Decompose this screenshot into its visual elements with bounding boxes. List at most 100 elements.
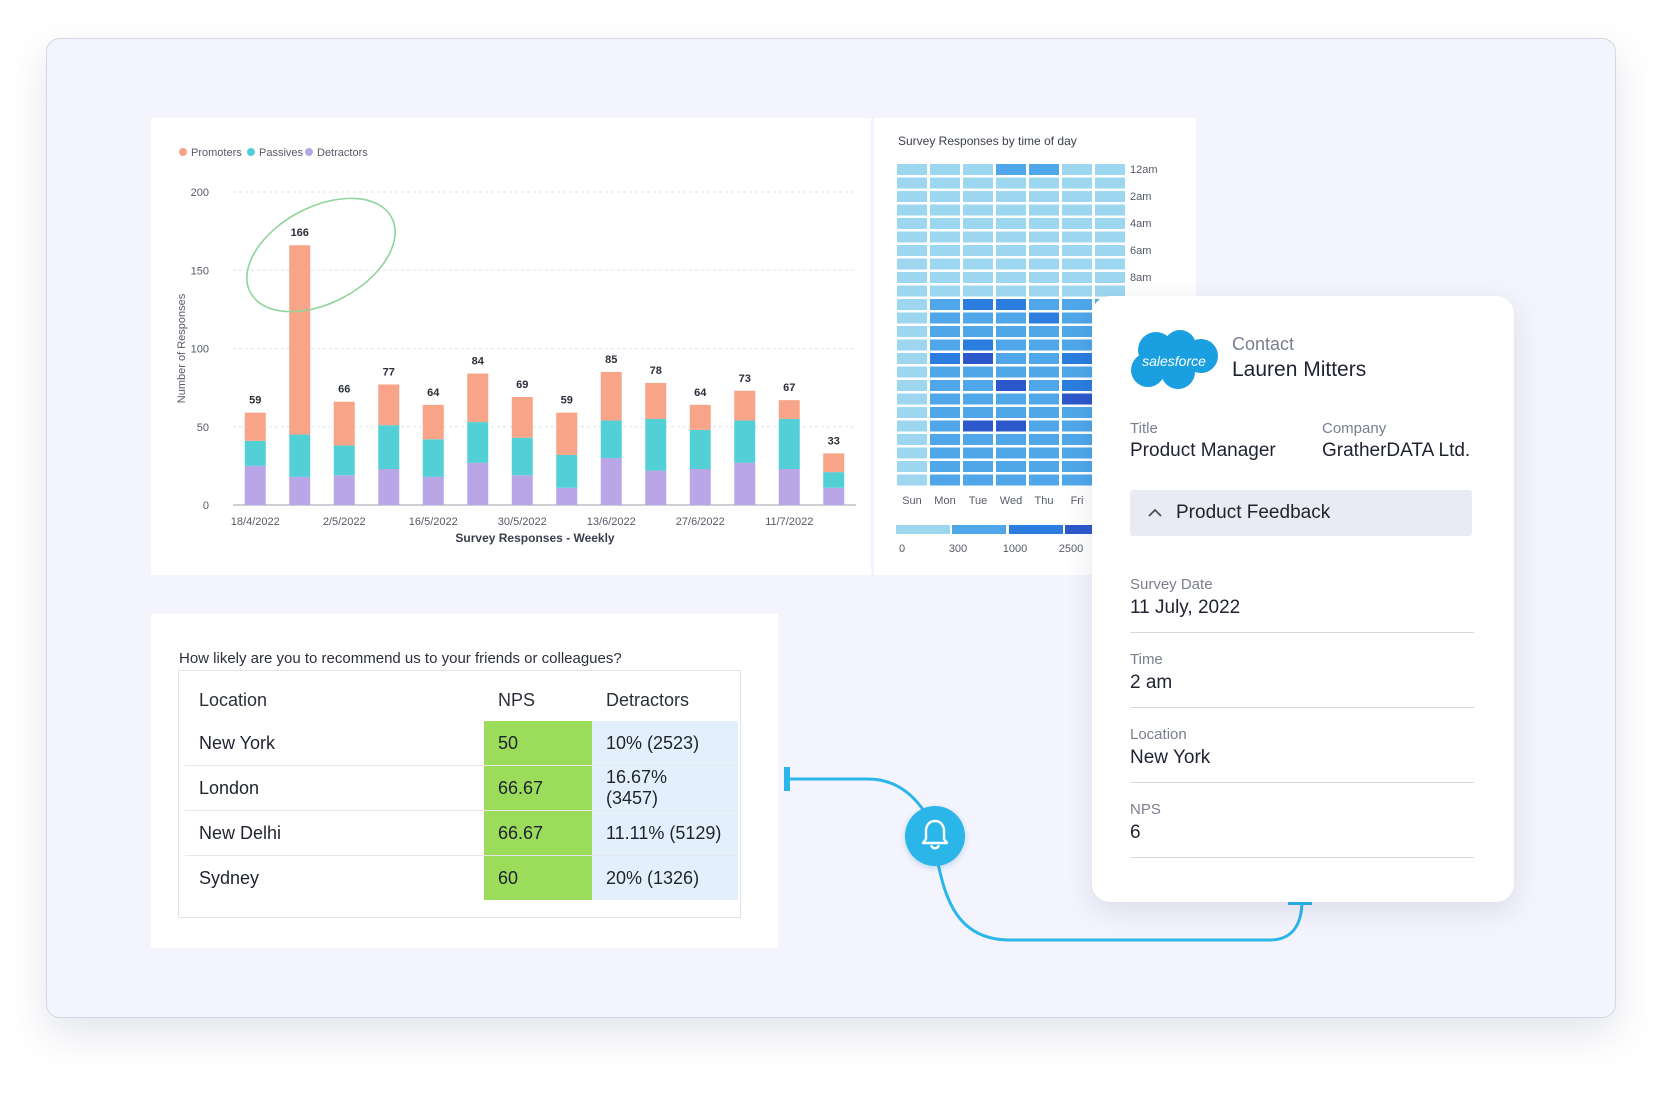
bar-segment-passives [689,429,711,470]
heatmap-cell [996,299,1026,310]
heatmap-legend-label: 0 [899,543,905,555]
bar-segment-detractors [823,487,845,505]
title-label: Title [1130,420,1158,437]
heatmap-cell [930,420,960,432]
bar-segment-promoters [244,412,266,441]
heatmap-legend-swatch [896,525,950,534]
field-divider [1130,632,1474,633]
heatmap-cell [963,339,993,351]
heatmap-cell [1029,218,1059,229]
heatmap-cell [996,258,1026,270]
y-tick-label: 100 [191,344,209,356]
field-divider [1130,857,1474,858]
heatmap-cell [897,231,927,243]
salesforce-logo: salesforce [1131,330,1218,389]
bar-segment-promoters [467,373,489,423]
bar-total-label: 59 [561,395,573,407]
heatmap-cell [996,339,1026,351]
heatmap-cell [963,245,993,256]
location-cell: Sydney [185,855,484,900]
heatmap-cell [930,326,960,337]
heatmap-cell [1029,474,1059,486]
heatmap-row-label: 4am [1130,218,1151,230]
table-row[interactable]: New York 50 10% (2523) [185,721,738,766]
y-axis-label: Number of Responses [176,293,188,403]
heatmap-cell [1029,434,1059,445]
product-feedback-toggle[interactable]: Product Feedback [1130,490,1472,536]
bar-segment-passives [600,420,622,459]
bar-segment-promoters [289,245,311,435]
header-nps[interactable]: NPS [498,689,536,710]
heatmap-cell [996,380,1026,391]
heatmap-cell [1029,339,1059,351]
heatmap-cell [1062,285,1092,297]
y-tick-label: 200 [191,187,209,199]
heatmap-cell [897,218,927,229]
nps-table: Location NPS Detractors New York 50 10% … [185,679,738,900]
heatmap-cell [897,245,927,256]
bar-total-label: 84 [472,356,485,368]
heatmap-cell [1062,204,1092,216]
heatmap-cell [897,191,927,202]
contact-name[interactable]: Lauren Mitters [1232,358,1367,381]
notification-bell-button[interactable] [905,806,965,866]
legend-swatch-promoters [179,148,187,156]
x-axis-label: Survey Responses - Weekly [455,531,615,545]
bell-icon [921,819,949,850]
heatmap-cell [1095,285,1125,297]
heatmap-cell [1062,177,1092,189]
heatmap-cell [996,461,1026,472]
bar-segment-detractors [600,458,622,505]
heatmap-cell [930,434,960,445]
heatmap-cell [930,272,960,283]
chevron-up-icon [1148,508,1162,517]
bar-segment-promoters [734,390,756,421]
heatmap-legend-label: 1000 [1003,543,1027,555]
header-location[interactable]: Location [199,689,268,710]
bar-segment-detractors [556,487,578,505]
table-row[interactable]: London 66.67 16.67% (3457) [185,765,738,811]
heatmap-cell [1029,447,1059,459]
table-row[interactable]: Sydney 60 20% (1326) [185,855,738,900]
bar-total-label: 59 [249,395,261,407]
header-detractors[interactable]: Detractors [606,689,690,710]
heatmap-cell [963,366,993,378]
bar-total-label: 64 [427,387,440,399]
bar-segment-passives [645,418,667,471]
bar-segment-detractors [689,469,711,505]
heatmap-cell [930,245,960,256]
heatmap-cell [996,407,1026,418]
heatmap-cell [1062,299,1092,310]
heatmap-cell [930,474,960,486]
heatmap-cell [996,474,1026,486]
detractors-cell: 20% (1326) [592,855,738,900]
weekly-responses-chart: 0 50 100 150 200 Number of Responses Survey Re… [176,147,856,545]
bar-segment-promoters [333,401,355,446]
heatmap-cell [1029,231,1059,243]
y-tick-label: 50 [197,422,209,434]
bar-segment-promoters [600,371,622,421]
heatmap-cell [1062,245,1092,256]
table-row[interactable]: New Delhi 66.67 11.11% (5129) [185,810,738,856]
heatmap-cell [930,164,960,175]
location-cell: New York [199,732,276,753]
heatmap-cell [996,447,1026,459]
bar-total-label: 85 [605,354,617,366]
heatmap-cell [963,380,993,391]
heatmap-cell [1029,191,1059,202]
legend-label-detractors: Detractors [317,147,368,159]
field-divider [1130,707,1474,708]
bar-segment-detractors [511,475,533,505]
survey-date-label: Survey Date [1130,576,1213,593]
heatmap-cell [996,272,1026,283]
heatmap-col-label: Fri [1071,495,1084,507]
heatmap-legend-swatch [1009,525,1063,534]
heatmap-cell [1095,218,1125,229]
heatmap-cell [1029,164,1059,175]
heatmap-cell [930,393,960,405]
heatmap-cell [996,231,1026,243]
bar-segment-passives [511,437,533,476]
field-divider [1130,782,1474,783]
heatmap-cell [897,272,927,283]
heatmap-cell [963,353,993,364]
